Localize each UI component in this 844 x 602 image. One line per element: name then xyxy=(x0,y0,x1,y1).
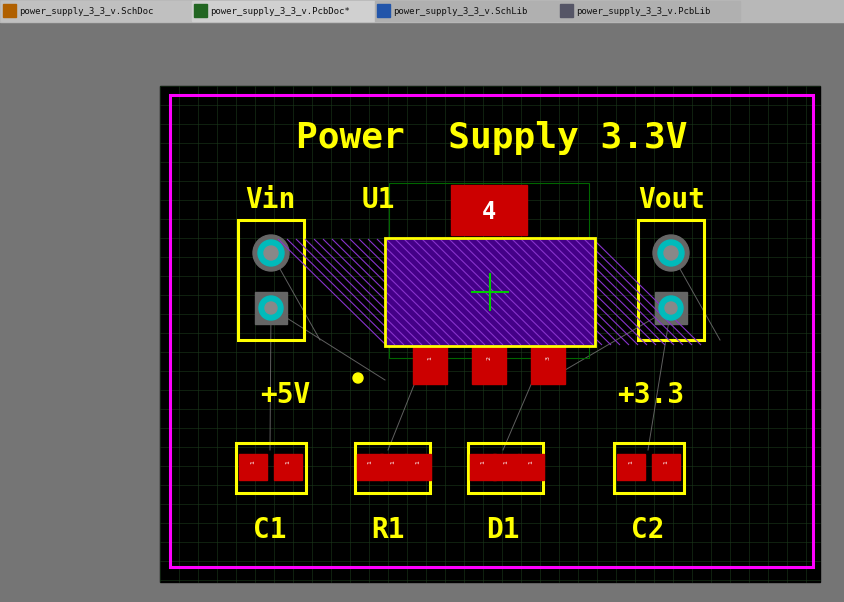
Text: power_supply_3_3_v.PcbLib: power_supply_3_3_v.PcbLib xyxy=(576,7,711,16)
Bar xyxy=(638,220,704,340)
Bar xyxy=(405,454,431,480)
Bar xyxy=(493,454,519,480)
Bar xyxy=(170,95,813,567)
Circle shape xyxy=(665,302,677,314)
Circle shape xyxy=(264,246,278,260)
Text: power_supply_3_3_v.PcbDoc*: power_supply_3_3_v.PcbDoc* xyxy=(210,7,349,16)
Text: D1: D1 xyxy=(486,516,520,544)
Bar xyxy=(194,4,207,17)
Bar xyxy=(413,346,447,384)
Bar xyxy=(558,1,740,21)
Text: 1: 1 xyxy=(504,460,508,464)
Circle shape xyxy=(259,296,283,320)
Bar xyxy=(375,1,557,21)
Text: 1: 1 xyxy=(480,460,485,464)
Text: 3: 3 xyxy=(545,356,550,360)
Bar xyxy=(192,1,374,21)
Circle shape xyxy=(658,240,684,266)
Bar xyxy=(238,220,304,340)
Bar xyxy=(389,183,589,358)
Circle shape xyxy=(258,240,284,266)
Bar xyxy=(239,454,267,480)
Bar xyxy=(380,454,406,480)
Text: 1: 1 xyxy=(251,460,256,464)
Bar xyxy=(0,0,844,22)
Bar xyxy=(472,346,506,384)
Bar xyxy=(236,443,306,493)
Circle shape xyxy=(353,373,363,383)
Text: 1: 1 xyxy=(391,460,396,464)
Bar xyxy=(385,238,595,346)
Bar xyxy=(518,454,544,480)
Bar xyxy=(560,4,573,17)
Bar xyxy=(652,454,680,480)
Bar xyxy=(377,4,390,17)
Text: C1: C1 xyxy=(253,516,287,544)
Text: 1: 1 xyxy=(415,460,420,464)
Bar xyxy=(1,1,191,21)
Circle shape xyxy=(664,246,678,260)
Text: R1: R1 xyxy=(371,516,405,544)
Circle shape xyxy=(265,302,277,314)
Bar xyxy=(617,454,645,480)
Text: C2: C2 xyxy=(631,516,665,544)
Bar xyxy=(160,86,820,582)
Circle shape xyxy=(653,235,689,271)
Text: power_supply_3_3_v.SchLib: power_supply_3_3_v.SchLib xyxy=(393,7,528,16)
Text: 1: 1 xyxy=(629,460,634,464)
Bar xyxy=(3,4,16,17)
Text: Vin: Vin xyxy=(245,186,295,214)
Text: 1: 1 xyxy=(528,460,533,464)
Text: 1: 1 xyxy=(285,460,290,464)
Bar xyxy=(386,239,594,345)
Text: +5V: +5V xyxy=(260,381,310,409)
Bar xyxy=(655,292,687,324)
Bar xyxy=(470,454,496,480)
Bar xyxy=(355,443,430,493)
Circle shape xyxy=(659,296,683,320)
Text: 1: 1 xyxy=(663,460,668,464)
Bar xyxy=(451,185,527,235)
Text: power_supply_3_3_v.SchDoc: power_supply_3_3_v.SchDoc xyxy=(19,7,154,16)
Bar xyxy=(255,292,287,324)
Text: Vout: Vout xyxy=(639,186,706,214)
Text: 4: 4 xyxy=(482,200,496,224)
Text: U1: U1 xyxy=(361,186,395,214)
Text: 2: 2 xyxy=(486,356,491,360)
Text: 1: 1 xyxy=(367,460,372,464)
Bar xyxy=(531,346,565,384)
Text: 1: 1 xyxy=(428,356,432,360)
Bar xyxy=(357,454,383,480)
Bar xyxy=(614,443,684,493)
Circle shape xyxy=(253,235,289,271)
Bar xyxy=(274,454,302,480)
Text: +3.3: +3.3 xyxy=(618,381,684,409)
Text: Power  Supply 3.3V: Power Supply 3.3V xyxy=(296,121,688,155)
Bar xyxy=(468,443,543,493)
